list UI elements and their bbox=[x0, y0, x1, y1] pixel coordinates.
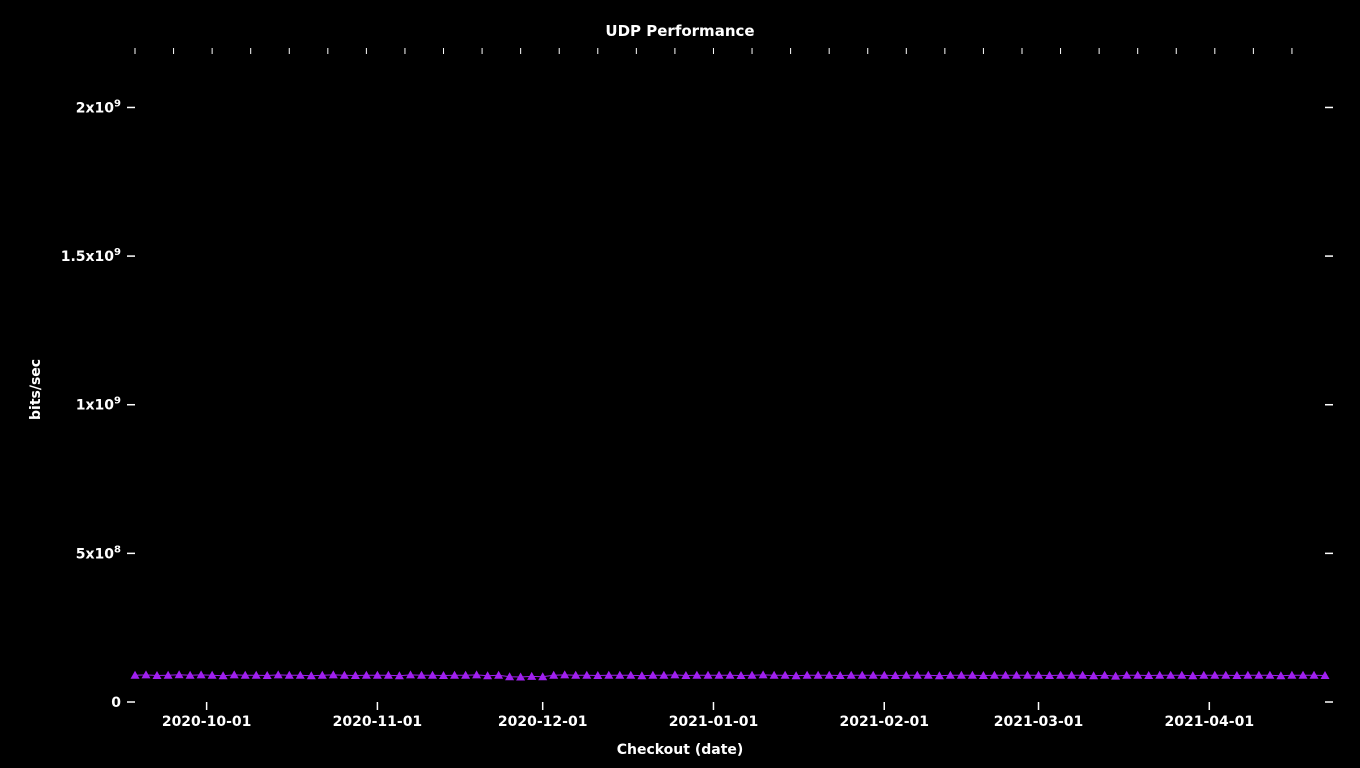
svg-text:2020-12-01: 2020-12-01 bbox=[498, 714, 588, 730]
svg-text:2020-10-01: 2020-10-01 bbox=[162, 714, 252, 730]
svg-text:2021-02-01: 2021-02-01 bbox=[839, 714, 929, 730]
svg-text:2x109: 2x109 bbox=[76, 98, 121, 116]
x-axis-label: Checkout (date) bbox=[0, 742, 1360, 758]
svg-text:5x108: 5x108 bbox=[76, 544, 121, 562]
svg-text:2020-11-01: 2020-11-01 bbox=[333, 714, 423, 730]
chart-svg: 0 5x108 1x109 1.5x109 2x109 2020-10-01 2020-11… bbox=[0, 0, 1360, 768]
svg-text:0: 0 bbox=[111, 695, 121, 711]
svg-text:2021-03-01: 2021-03-01 bbox=[994, 714, 1084, 730]
chart-title: UDP Performance bbox=[0, 22, 1360, 40]
svg-text:1x109: 1x109 bbox=[76, 396, 121, 414]
svg-text:2021-04-01: 2021-04-01 bbox=[1165, 714, 1255, 730]
udp-performance-chart: UDP Performance bits/sec Checkout (date)… bbox=[0, 0, 1360, 768]
y-axis-label: bits/sec bbox=[28, 359, 44, 420]
svg-text:2021-01-01: 2021-01-01 bbox=[669, 714, 759, 730]
svg-text:1.5x109: 1.5x109 bbox=[61, 247, 121, 265]
